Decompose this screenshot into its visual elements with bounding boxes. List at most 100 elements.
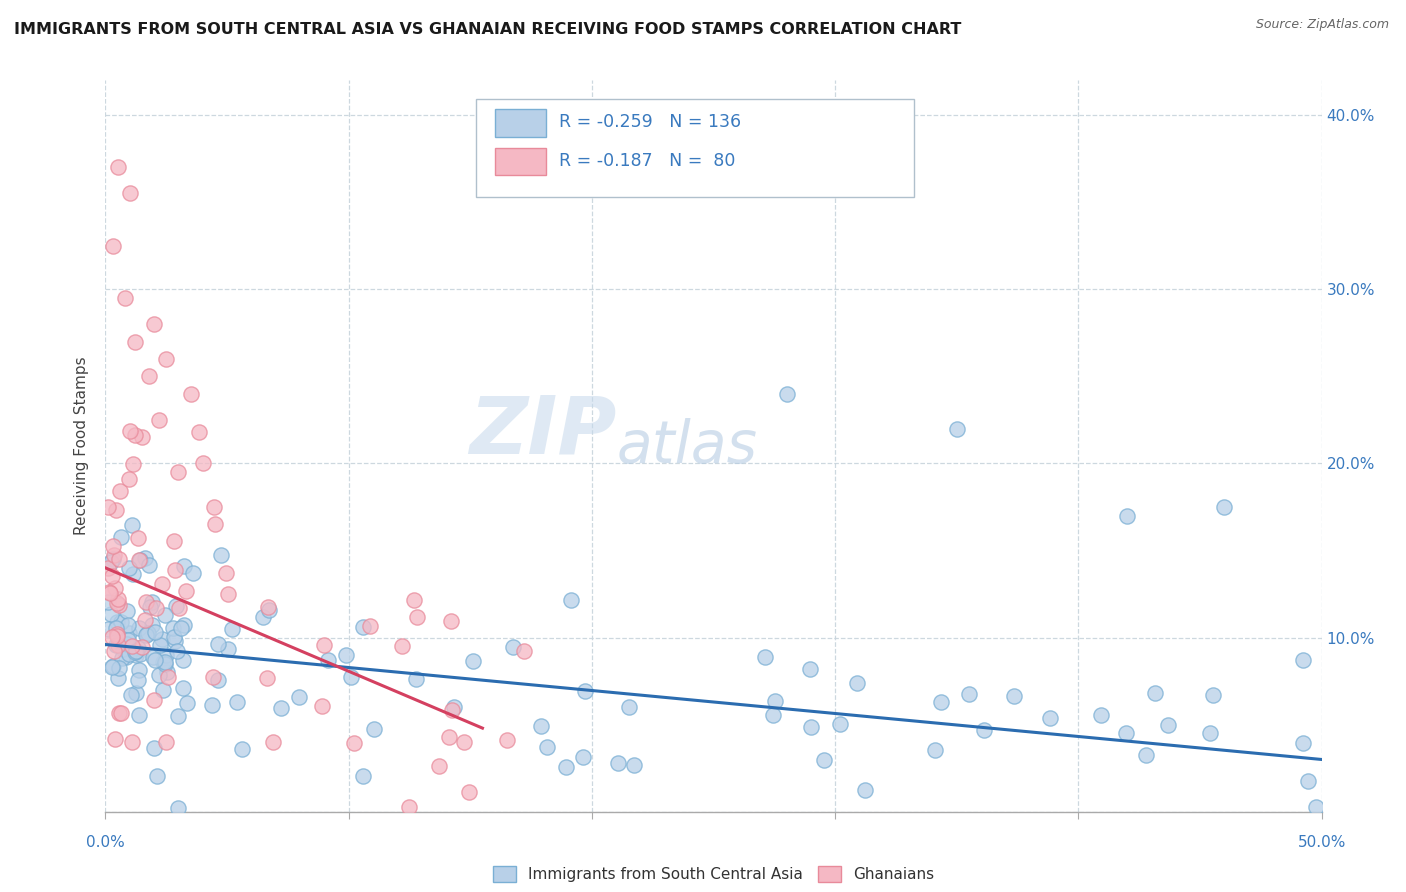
Point: [136, 626, 159, 640]
Point: [107, 161, 129, 175]
Point: [496, 733, 519, 747]
Point: [128, 663, 150, 677]
Point: [924, 742, 946, 756]
Point: [107, 671, 129, 685]
Point: [121, 639, 143, 653]
Point: [1144, 686, 1167, 700]
Point: [163, 633, 186, 648]
Point: [104, 581, 127, 595]
Point: [138, 558, 160, 572]
Point: [152, 655, 174, 669]
Point: [97, 595, 120, 609]
Point: [120, 688, 142, 702]
Point: [172, 653, 194, 667]
Point: [623, 757, 645, 772]
Point: [352, 769, 374, 783]
Point: [110, 706, 132, 720]
Point: [775, 386, 797, 401]
Point: [221, 622, 243, 636]
Point: [1116, 508, 1139, 523]
Point: [103, 548, 125, 562]
Point: [170, 621, 193, 635]
Point: [110, 615, 132, 629]
Point: [340, 669, 363, 683]
Point: [1002, 689, 1025, 703]
Point: [117, 618, 139, 632]
Point: [1202, 688, 1225, 702]
Point: [288, 690, 311, 704]
Point: [121, 457, 143, 471]
Text: R = -0.259   N = 136: R = -0.259 N = 136: [560, 113, 741, 131]
Point: [105, 597, 128, 611]
Point: [352, 619, 374, 633]
Point: [502, 640, 524, 655]
Point: [172, 681, 194, 696]
Point: [115, 604, 138, 618]
Point: [163, 630, 186, 644]
Point: [405, 609, 427, 624]
Point: [181, 566, 204, 581]
Point: [118, 647, 141, 661]
Point: [314, 638, 336, 652]
Point: [973, 723, 995, 738]
Point: [217, 641, 239, 656]
Point: [173, 618, 195, 632]
Point: [187, 425, 209, 439]
Point: [1157, 718, 1180, 732]
Point: [143, 741, 166, 756]
Point: [131, 430, 153, 444]
Point: [125, 648, 148, 662]
Point: [813, 754, 835, 768]
Point: [1039, 711, 1062, 725]
Point: [101, 238, 124, 252]
Point: [121, 735, 143, 749]
Point: [100, 555, 122, 569]
Text: atlas: atlas: [616, 417, 758, 475]
Point: [363, 722, 385, 736]
Point: [101, 539, 124, 553]
Point: [1298, 773, 1320, 788]
Point: [148, 668, 170, 682]
Point: [153, 657, 176, 671]
Point: [149, 638, 172, 652]
Point: [135, 595, 157, 609]
Point: [209, 548, 232, 562]
FancyBboxPatch shape: [495, 147, 546, 176]
Point: [145, 601, 167, 615]
Point: [155, 655, 177, 669]
Point: [554, 760, 576, 774]
Point: [405, 672, 427, 686]
Point: [461, 654, 484, 668]
Point: [131, 640, 153, 655]
Point: [108, 706, 131, 720]
Point: [107, 627, 129, 641]
Point: [143, 317, 166, 331]
Point: [150, 632, 173, 646]
Point: [128, 553, 150, 567]
Point: [1213, 500, 1236, 514]
Point: [167, 709, 190, 723]
Point: [118, 561, 141, 575]
Point: [853, 783, 876, 797]
Point: [134, 613, 156, 627]
Point: [125, 686, 148, 700]
Point: [98, 586, 121, 600]
Point: [141, 618, 163, 632]
Point: [101, 659, 124, 673]
Text: R = -0.187   N =  80: R = -0.187 N = 80: [560, 152, 735, 169]
Text: Source: ZipAtlas.com: Source: ZipAtlas.com: [1256, 18, 1389, 31]
Point: [129, 553, 152, 567]
Point: [107, 660, 129, 674]
Point: [155, 735, 177, 749]
Point: [167, 600, 190, 615]
Point: [441, 703, 464, 717]
Point: [560, 593, 582, 607]
Point: [257, 603, 280, 617]
Point: [163, 534, 186, 549]
Point: [1115, 726, 1137, 740]
Point: [607, 756, 630, 770]
Point: [101, 569, 124, 583]
Point: [148, 413, 170, 427]
Point: [1135, 747, 1157, 762]
Point: [143, 625, 166, 640]
